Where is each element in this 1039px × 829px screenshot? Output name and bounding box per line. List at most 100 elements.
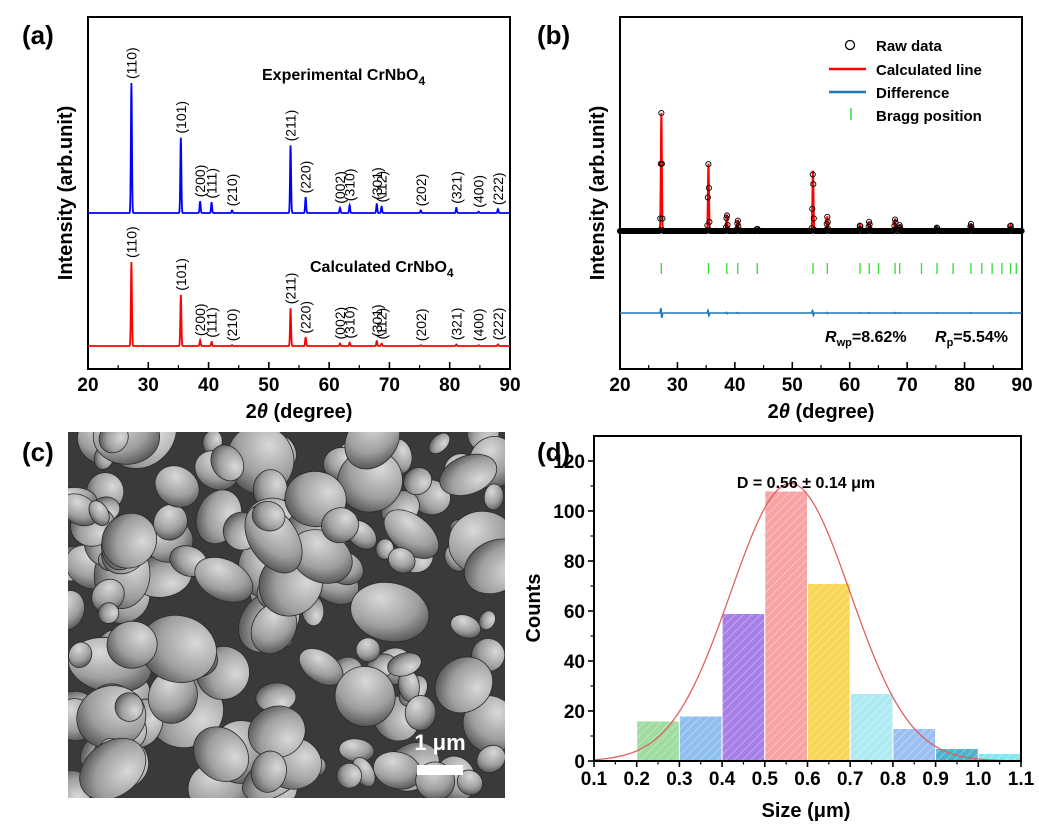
x-tick-label: 0.9 [922,769,948,790]
series-label-calculated: Calculated CrNbO4 [310,259,454,280]
panel-a-x-ticks: 20 30 40 50 60 70 80 90 [77,362,521,396]
hkl-label: (321) [448,171,464,204]
x-tick-label: 70 [897,375,918,396]
sem-grain [106,620,158,669]
hkl-label: (202) [413,174,429,207]
panel-d-bars [636,490,1022,762]
panel-b-traces [616,109,1025,319]
sem-grain [483,483,505,511]
hkl-label: (222) [490,308,506,341]
histogram-bar-hatch [978,753,1021,761]
scale-bar-label: 1 μm [414,730,465,755]
sem-grain [428,432,451,455]
x-tick-label: 90 [499,375,520,396]
y-tick-label: 120 [553,452,585,473]
raw-data-point [967,220,975,228]
hkl-label: (111) [204,307,220,338]
sem-grain [434,656,494,714]
x-tick-label: 0.2 [623,769,649,790]
raw-data-point [657,215,664,222]
raw-data-point [658,109,665,117]
panel-a-x-axis-title: 2θ (degree) [246,401,353,423]
x-tick-label: 80 [439,375,460,396]
x-tick-label: 20 [609,375,630,396]
raw-data-point [658,160,665,167]
raw-data-point [809,205,816,212]
sem-grain [79,738,147,798]
series-label-experimental: Experimental CrNbO4 [262,67,425,88]
sem-grain [344,432,401,470]
panel-a-hkl-labels: (110)(101)(200)(111) (210)(211)(220) (002)… [123,47,506,341]
panel-d-x-axis-title: Size (μm) [762,800,851,822]
y-tick-label: 100 [553,502,585,523]
panel-b-rietveld: 20 30 40 50 60 70 80 90 Raw data Calculated lin… [587,16,1033,423]
x-tick-label: 40 [724,375,745,396]
hkl-label: (002) [332,307,348,340]
x-tick-label: 1.0 [965,769,991,790]
sem-grain [192,726,250,782]
x-tick-label: 0.1 [581,769,608,790]
raw-data-point [734,217,741,224]
panel-label-d: (d) [537,437,570,467]
histogram-bar-hatch [636,721,680,761]
sem-grain [101,512,158,569]
scale-bar [417,765,463,775]
x-tick-label: 70 [379,375,400,396]
sem-grain [250,750,287,793]
x-tick-label: 60 [839,375,860,396]
raw-data-point [809,171,816,178]
panel-d-size-histogram: 0.1 0.2 0.3 0.4 0.5 0.6 0.7 0.8 0.9 1.0 1.1 0 20 40 6… [523,435,1035,822]
sem-grain [251,500,286,532]
sem-grain [404,695,437,731]
sem-grain [154,465,200,508]
calculated-line [620,112,1022,232]
histogram-bar-hatch [764,491,808,761]
histogram-bar-hatch [722,613,765,761]
sem-grain [194,556,254,603]
difference-curve [620,307,1022,319]
hkl-label: (400) [471,309,487,342]
hkl-label: (200) [192,303,208,336]
hkl-label: (112) [374,308,390,340]
sem-grains [68,432,505,798]
y-tick-label: 0 [574,752,585,773]
hkl-label: (211) [283,273,299,305]
hkl-label: (310) [342,306,358,339]
sem-grain [114,692,144,722]
x-tick-label: 50 [258,375,279,396]
y-tick-label: 40 [564,652,585,673]
y-tick-label: 80 [564,552,585,573]
sem-grain [336,762,363,789]
y-tick-label: 20 [564,702,585,723]
panel-d-x-ticks: 0.1 0.2 0.3 0.4 0.5 0.6 0.7 0.8 0.9 1.0 1.1 [581,761,1035,790]
hkl-label: (111) [204,168,220,199]
hkl-label: (200) [192,165,208,198]
sem-grain [91,578,125,613]
gaussian-fit-curve [593,482,1022,762]
x-tick-label: 60 [319,375,340,396]
hkl-label: (110) [123,226,139,258]
sem-grain [387,547,416,574]
panel-b-y-axis-title: Intensity (arb.unit) [587,106,609,280]
x-tick-label: 30 [667,375,688,396]
panel-label-c: (c) [22,437,54,467]
histogram-bar-hatch [807,583,851,761]
sem-grain [247,705,306,759]
raw-data-point [705,184,712,191]
sem-grain [450,614,482,639]
sem-grain [334,666,396,727]
legend-label-calculated-line: Calculated line [876,62,982,79]
hkl-label: (210) [224,174,240,207]
sem-grain [97,602,120,624]
sem-grain [88,500,110,527]
panel-b-x-axis-title: 2θ (degree) [768,401,875,423]
hkl-label: (202) [413,309,429,342]
sem-grain [321,507,359,544]
sem-grain [68,590,85,631]
panel-b-rwp-stat: Rwp=8.62% [825,329,907,349]
hkl-label: (112) [374,171,390,203]
sem-grain [463,538,505,595]
raw-data-point [723,215,730,222]
panel-b-legend: Raw data Calculated line Difference Brag… [829,38,982,125]
